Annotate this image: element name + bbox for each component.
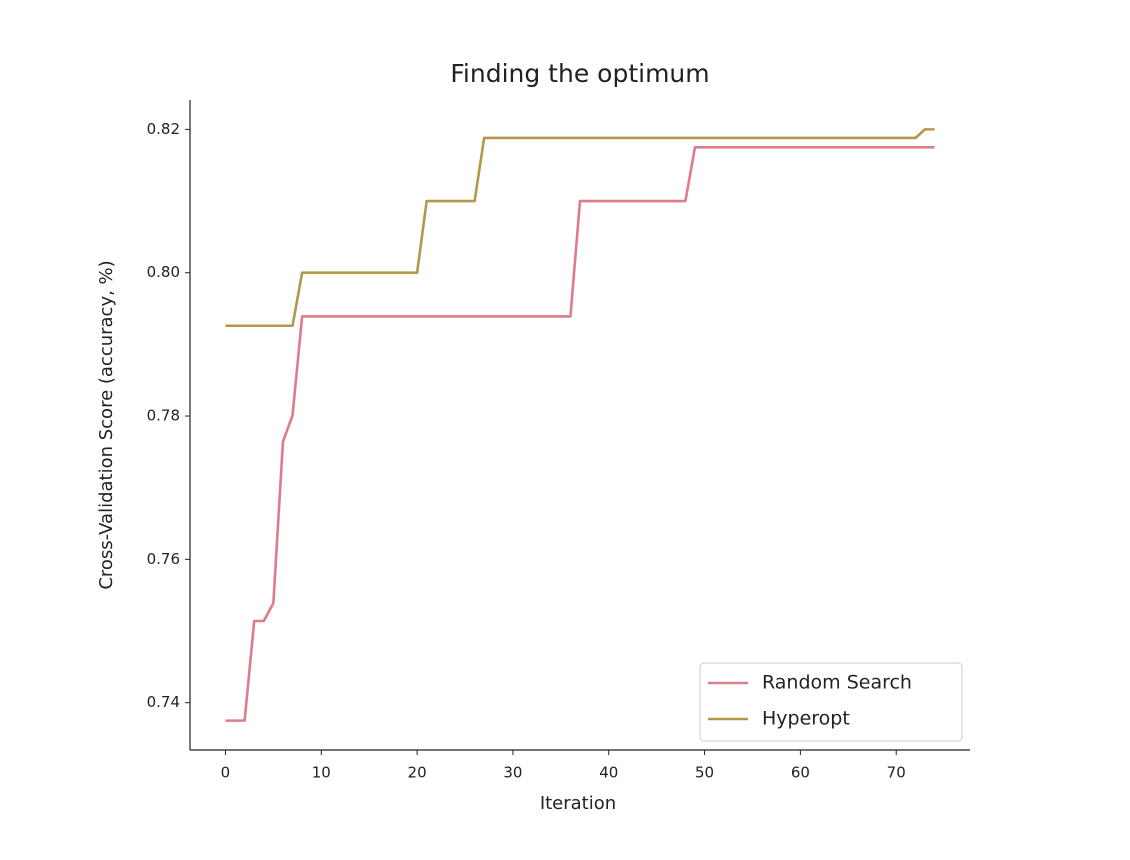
x-tick-label: 10	[312, 764, 331, 782]
x-tick-label: 20	[408, 764, 427, 782]
y-tick-label: 0.80	[147, 263, 180, 281]
legend-box	[699, 662, 963, 742]
legend-label: Hyperopt	[762, 708, 850, 730]
x-tick-label: 60	[791, 764, 810, 782]
y-tick-label: 0.76	[147, 550, 180, 568]
x-tick-label: 40	[599, 764, 618, 782]
y-tick-label: 0.74	[147, 693, 180, 711]
x-tick-label: 70	[887, 764, 906, 782]
chart-title: Finding the optimum	[450, 59, 709, 88]
x-tick-label: 0	[221, 764, 231, 782]
legend-label: Random Search	[762, 672, 912, 694]
y-tick-label: 0.78	[147, 407, 180, 425]
line-series	[225, 145, 935, 722]
y-axis-label: Cross-Validation Score (accuracy, %)	[96, 260, 117, 589]
x-axis-label: Iteration	[540, 793, 616, 814]
x-tick-label: 50	[695, 764, 714, 782]
y-tick-label: 0.82	[147, 120, 180, 138]
x-tick-label: 30	[503, 764, 522, 782]
line-series	[225, 128, 935, 328]
